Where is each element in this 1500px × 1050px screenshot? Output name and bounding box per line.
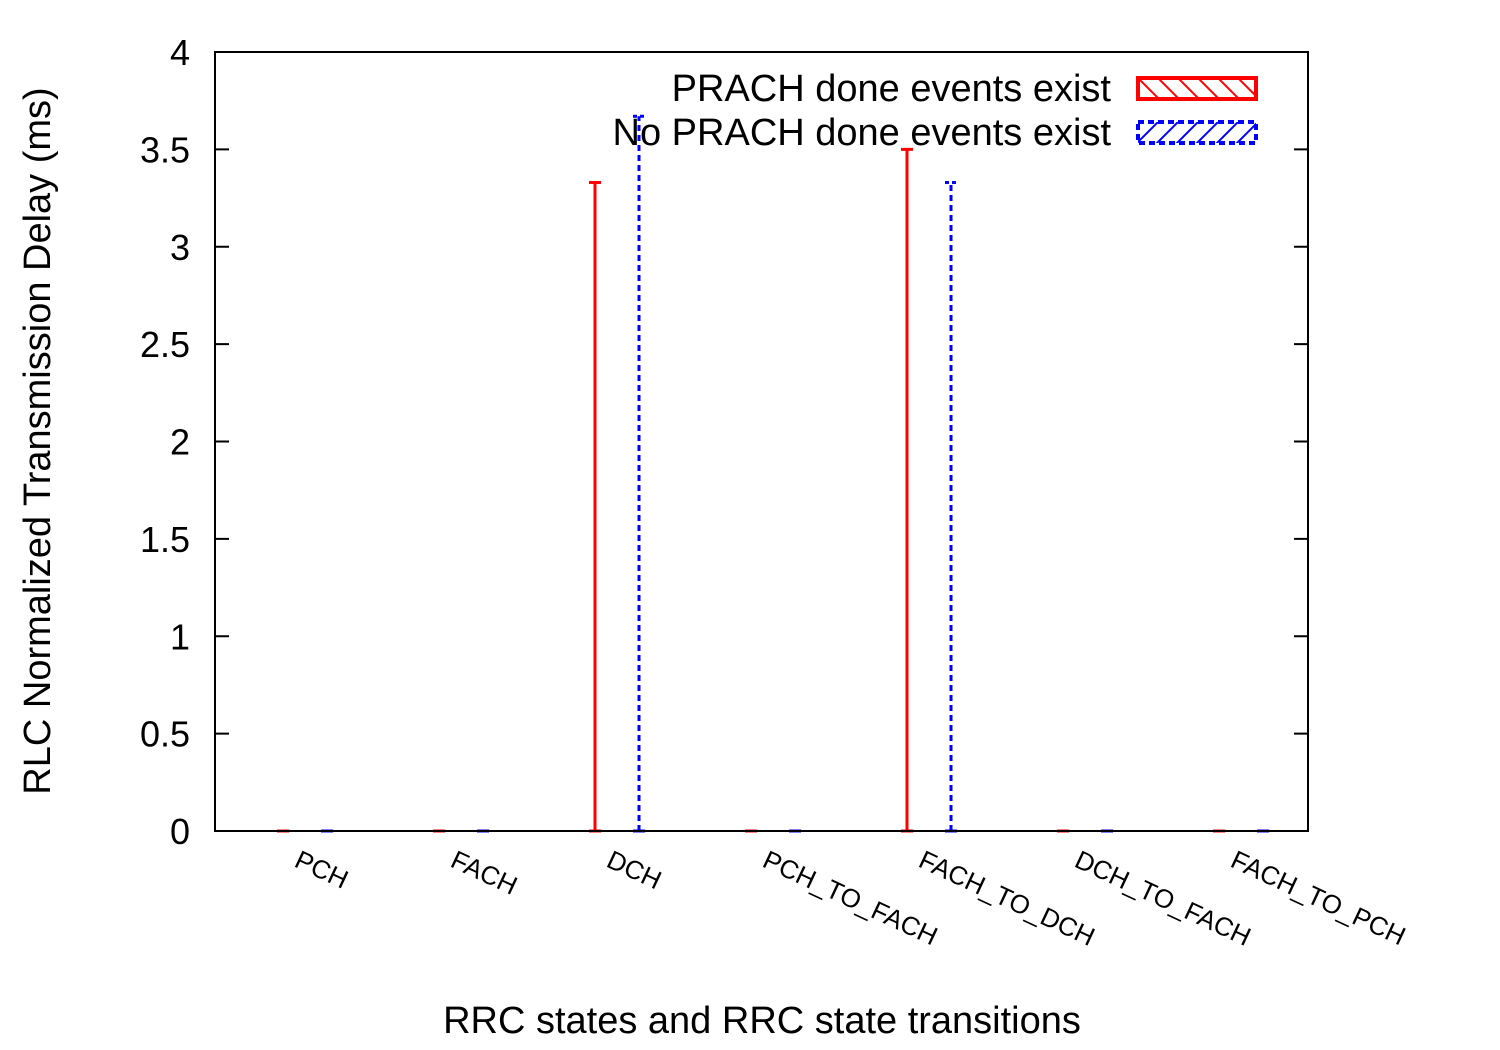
x-tick-label: FACH xyxy=(446,844,522,900)
x-tick-label: DCH_TO_FACH xyxy=(1070,844,1255,952)
legend-label: No PRACH done events exist xyxy=(613,112,1112,154)
y-tick-label: 1.5 xyxy=(140,519,190,560)
legend-swatch xyxy=(1136,120,1258,145)
y-tick-label: 0 xyxy=(170,811,190,852)
plot-area xyxy=(277,114,1269,833)
x-axis: PCH FACH DCH PCH_TO_FACHFACH_TO_DCHDCH_TO_F… xyxy=(290,844,1410,952)
y-tick-label: 4 xyxy=(170,32,190,73)
x-tick-label: FACH_TO_DCH xyxy=(914,844,1099,952)
x-tick-label: FACH_TO_PCH xyxy=(1226,844,1410,951)
y-axis-title: RLC Normalized Transmission Delay (ms) xyxy=(17,87,59,794)
x-tick-label: DCH xyxy=(602,844,666,895)
y-tick-label: 1 xyxy=(170,616,190,657)
x-tick-label: PCH_TO_FACH xyxy=(758,844,942,951)
legend-label: PRACH done events exist xyxy=(672,68,1112,110)
x-axis-title: RRC states and RRC state transitions xyxy=(443,1000,1081,1042)
y-axis: 0 0.5 1 1.5 2 2.5 3 3.5 4 xyxy=(140,32,1308,852)
y-tick-label: 2.5 xyxy=(140,324,190,365)
legend-swatch xyxy=(1136,76,1258,101)
y-tick-label: 0.5 xyxy=(140,714,190,755)
y-tick-label: 2 xyxy=(170,422,190,463)
y-tick-label: 3.5 xyxy=(140,129,190,170)
plot-frame xyxy=(214,51,1309,832)
x-tick-label: PCH xyxy=(290,844,352,894)
y-tick-label: 3 xyxy=(170,227,190,268)
